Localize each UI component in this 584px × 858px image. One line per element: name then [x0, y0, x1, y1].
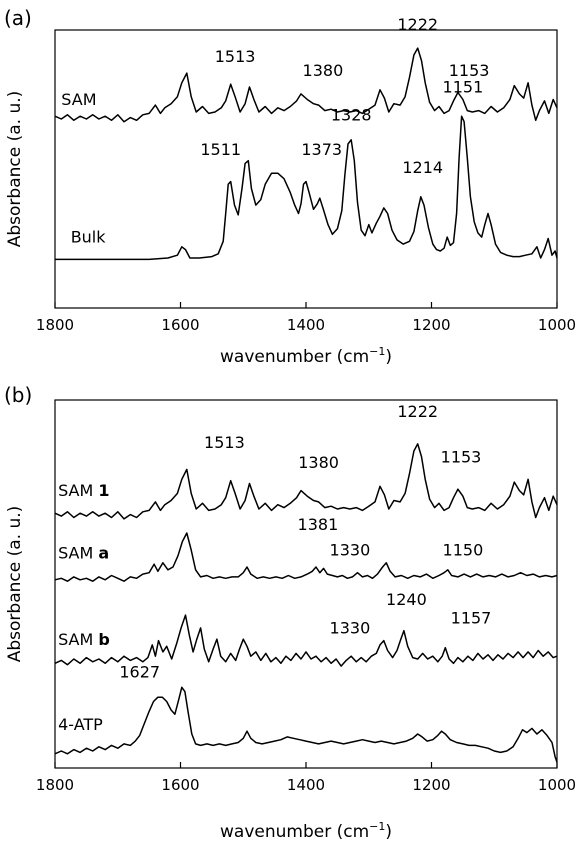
panel-a-label-bulk: Bulk	[71, 228, 107, 247]
panel-a-x-tick-label-1400: 1400	[287, 316, 325, 334]
panel-a-tag: (a)	[4, 6, 32, 30]
panel-a-peak-label-1151: 1151	[443, 78, 484, 97]
panel-b-peak-label-1381: 1381	[298, 515, 339, 534]
panel-a-peak-label-1373: 1373	[301, 140, 342, 159]
panel-b-tag: (b)	[4, 383, 32, 407]
panel-a-peak-label-1222: 1222	[397, 15, 438, 34]
panel-b-label-sam-a: SAM a	[58, 544, 109, 563]
panel-a: (a) 1513 1380 1222 1153 1511 1373 1328 1214 1151…	[4, 6, 576, 367]
panel-b-peak-label-1150: 1150	[443, 541, 484, 560]
panel-b: (b) 1513 1380 1222 1153 1381 1330 1150 1330 1240…	[4, 383, 576, 842]
panel-a-label-sam: SAM	[61, 90, 96, 109]
panel-b-y-axis-title: Absorbance (a. u.)	[5, 506, 25, 663]
panel-b-x-axis-title: wavenumber (cm−1)	[220, 820, 392, 842]
panel-a-peak-label-1380: 1380	[303, 61, 344, 80]
panel-a-peak-label-1214: 1214	[402, 158, 443, 177]
panel-a-traces	[54, 47, 558, 261]
panel-a-peak-label-1328: 1328	[331, 105, 372, 124]
panel-b-x-ticks: 1800 1600 1400 1200 1000	[36, 762, 576, 794]
panel-b-series-labels: SAM 1 SAM a SAM b 4-ATP	[58, 481, 110, 734]
panel-b-peak-label-1240: 1240	[386, 590, 427, 609]
panel-b-peak-label-1153: 1153	[441, 447, 482, 466]
panel-b-label-sam-b: SAM b	[58, 630, 110, 649]
panel-b-label-4-atp: 4-ATP	[58, 715, 103, 734]
panel-b-peak-labels: 1513 1380 1222 1153 1381 1330 1150 1330 1240 1157…	[119, 402, 491, 681]
panel-b-x-tick-label-1200: 1200	[412, 776, 450, 794]
panel-b-trace-sam-1	[54, 443, 558, 520]
panel-b-trace-sam-b	[54, 614, 558, 667]
panel-b-peak-label-1330: 1330	[330, 619, 371, 638]
panel-a-peak-label-1153: 1153	[449, 61, 490, 80]
panel-a-x-tick-label-1200: 1200	[412, 316, 450, 334]
panel-a-y-axis-title: Absorbance (a. u.)	[5, 91, 25, 248]
panel-a-peak-label-1513: 1513	[215, 47, 256, 66]
panel-a-peak-labels: 1513 1380 1222 1153 1511 1373 1328 1214 1151	[200, 15, 489, 177]
panel-b-trace-sam-a	[54, 532, 558, 582]
panel-b-label-sam-1: SAM 1	[58, 481, 109, 500]
panel-b-trace-4-atp	[54, 686, 558, 763]
panel-a-peak-label-1511: 1511	[200, 140, 241, 159]
panel-b-peak-label-1627: 1627	[119, 662, 160, 681]
panel-a-trace-sam	[54, 47, 558, 123]
panel-a-x-tick-label-1800: 1800	[36, 316, 74, 334]
panel-a-x-tick-label-1600: 1600	[161, 316, 199, 334]
panel-a-series-labels: SAM Bulk	[61, 90, 106, 247]
panel-b-peak-label-1157: 1157	[451, 609, 492, 628]
panel-b-peak-label-1380: 1380	[298, 453, 339, 472]
panel-b-x-tick-label-1000: 1000	[538, 776, 576, 794]
panel-b-x-tick-label-1800: 1800	[36, 776, 74, 794]
panel-b-peak-label-1330: 1330	[330, 541, 371, 560]
panel-a-x-tick-label-1000: 1000	[538, 316, 576, 334]
panel-b-traces	[54, 443, 558, 763]
panel-a-x-ticks: 1800 1600 1400 1200 1000	[36, 302, 576, 334]
panel-a-x-axis-title: wavenumber (cm−1)	[220, 345, 392, 367]
panel-b-peak-label-1513: 1513	[204, 433, 245, 452]
panel-b-plot-area: 1513 1380 1222 1153 1381 1330 1150 1330 1240 1157…	[36, 399, 576, 794]
panel-a-plot-area: 1513 1380 1222 1153 1511 1373 1328 1214 1151 SAM…	[36, 15, 576, 334]
panel-b-peak-label-1222: 1222	[397, 402, 438, 421]
panel-b-x-tick-label-1600: 1600	[161, 776, 199, 794]
panel-a-trace-bulk	[55, 115, 558, 261]
panel-b-x-tick-label-1400: 1400	[287, 776, 325, 794]
